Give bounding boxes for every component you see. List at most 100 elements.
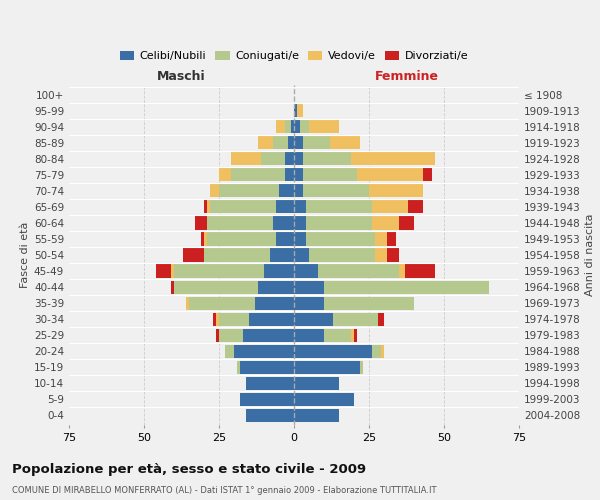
Text: COMUNE DI MIRABELLO MONFERRATO (AL) - Dati ISTAT 1° gennaio 2009 - Elaborazione : COMUNE DI MIRABELLO MONFERRATO (AL) - Da… bbox=[12, 486, 437, 495]
Bar bbox=[294, 393, 354, 406]
Bar bbox=[324, 296, 414, 310]
Bar bbox=[294, 409, 339, 422]
Bar bbox=[234, 344, 294, 358]
Bar bbox=[240, 393, 294, 406]
Bar bbox=[171, 264, 174, 278]
Bar bbox=[276, 200, 294, 213]
Bar bbox=[372, 200, 408, 213]
Bar bbox=[207, 200, 210, 213]
Text: Femmine: Femmine bbox=[374, 70, 439, 84]
Bar bbox=[231, 152, 261, 166]
Bar bbox=[219, 184, 279, 198]
Bar bbox=[303, 184, 369, 198]
Bar bbox=[372, 344, 381, 358]
Bar bbox=[204, 248, 270, 262]
Bar bbox=[381, 344, 384, 358]
Bar bbox=[183, 248, 204, 262]
Bar bbox=[294, 376, 339, 390]
Bar bbox=[207, 216, 273, 230]
Bar bbox=[225, 344, 234, 358]
Bar bbox=[309, 248, 375, 262]
Bar bbox=[318, 264, 399, 278]
Bar bbox=[276, 120, 285, 134]
Bar bbox=[156, 264, 171, 278]
Bar bbox=[333, 312, 378, 326]
Bar bbox=[279, 184, 294, 198]
Bar bbox=[294, 200, 306, 213]
Bar bbox=[294, 184, 303, 198]
Bar bbox=[201, 232, 204, 245]
Bar bbox=[204, 200, 207, 213]
Text: Maschi: Maschi bbox=[157, 70, 206, 84]
Bar bbox=[216, 312, 219, 326]
Bar bbox=[219, 168, 231, 181]
Bar bbox=[276, 232, 294, 245]
Bar bbox=[351, 328, 354, 342]
Text: Popolazione per età, sesso e stato civile - 2009: Popolazione per età, sesso e stato civil… bbox=[12, 462, 366, 475]
Bar bbox=[294, 360, 360, 374]
Bar bbox=[210, 184, 219, 198]
Bar bbox=[372, 216, 399, 230]
Bar bbox=[246, 409, 294, 422]
Bar bbox=[270, 248, 294, 262]
Bar bbox=[303, 152, 351, 166]
Bar bbox=[294, 120, 300, 134]
Bar bbox=[294, 328, 324, 342]
Bar bbox=[294, 280, 324, 293]
Bar bbox=[399, 216, 414, 230]
Bar bbox=[240, 360, 294, 374]
Bar bbox=[210, 200, 276, 213]
Bar bbox=[294, 216, 306, 230]
Bar bbox=[324, 280, 489, 293]
Bar bbox=[303, 168, 357, 181]
Bar bbox=[243, 328, 294, 342]
Bar bbox=[231, 168, 285, 181]
Bar bbox=[357, 168, 423, 181]
Bar bbox=[324, 328, 351, 342]
Bar bbox=[294, 344, 372, 358]
Bar bbox=[219, 312, 249, 326]
Bar bbox=[378, 312, 384, 326]
Bar bbox=[261, 152, 285, 166]
Bar bbox=[354, 328, 357, 342]
Bar bbox=[294, 312, 333, 326]
Bar bbox=[294, 136, 303, 149]
Bar bbox=[216, 328, 219, 342]
Bar bbox=[258, 280, 294, 293]
Bar bbox=[423, 168, 432, 181]
Bar bbox=[375, 248, 387, 262]
Bar bbox=[306, 200, 372, 213]
Bar bbox=[294, 104, 297, 117]
Bar bbox=[387, 248, 399, 262]
Bar bbox=[300, 120, 309, 134]
Bar bbox=[294, 264, 318, 278]
Bar bbox=[285, 152, 294, 166]
Bar bbox=[264, 264, 294, 278]
Bar bbox=[189, 296, 255, 310]
Bar bbox=[387, 232, 396, 245]
Bar bbox=[195, 216, 207, 230]
Bar bbox=[294, 296, 324, 310]
Bar bbox=[219, 328, 243, 342]
Bar bbox=[258, 136, 273, 149]
Bar bbox=[303, 136, 330, 149]
Bar bbox=[306, 232, 375, 245]
Bar bbox=[213, 312, 216, 326]
Bar bbox=[174, 280, 258, 293]
Bar bbox=[273, 136, 288, 149]
Bar bbox=[294, 248, 309, 262]
Y-axis label: Anni di nascita: Anni di nascita bbox=[585, 214, 595, 296]
Bar bbox=[294, 168, 303, 181]
Bar bbox=[237, 360, 240, 374]
Bar bbox=[291, 120, 294, 134]
Bar bbox=[207, 232, 276, 245]
Bar bbox=[369, 184, 423, 198]
Bar bbox=[351, 152, 435, 166]
Bar bbox=[294, 232, 306, 245]
Bar bbox=[186, 296, 189, 310]
Bar bbox=[309, 120, 339, 134]
Bar bbox=[399, 264, 405, 278]
Bar bbox=[246, 376, 294, 390]
Bar bbox=[288, 136, 294, 149]
Bar bbox=[375, 232, 387, 245]
